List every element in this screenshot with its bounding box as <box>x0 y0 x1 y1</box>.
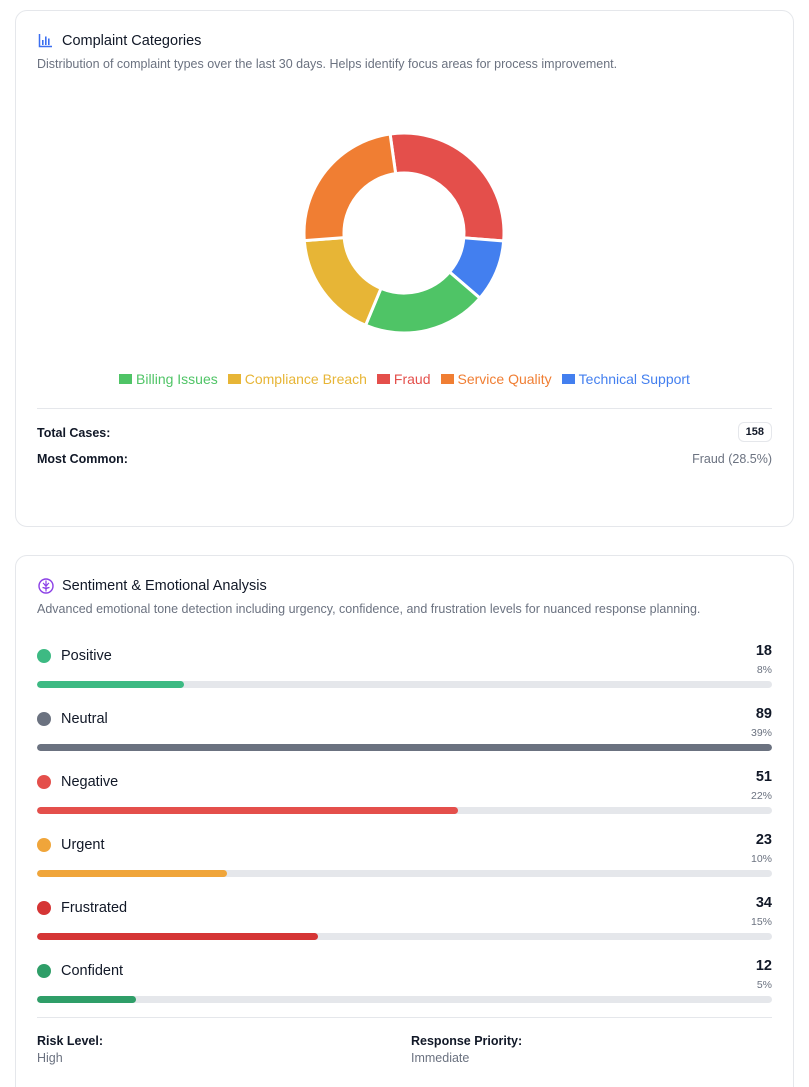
sentiment-dot <box>37 712 51 726</box>
complaint-donut-chart <box>299 128 509 338</box>
legend-label: Technical Support <box>578 371 690 387</box>
sentiment-count: 51 <box>755 769 772 785</box>
sentiment-divider <box>37 1017 772 1018</box>
most-common-label: Most Common: <box>37 452 128 466</box>
legend-swatch <box>119 374 133 384</box>
bar-chart-icon <box>37 32 54 49</box>
sentiment-progress-fill <box>37 933 318 940</box>
sentiment-dot <box>37 964 51 978</box>
response-priority-value: Immediate <box>411 1051 470 1065</box>
risk-level-value: High <box>37 1051 63 1065</box>
donut-slice-fraud[interactable] <box>388 131 506 243</box>
sentiment-percent: 8% <box>756 664 772 676</box>
sentiment-row-positive: Positive 18 8% <box>37 643 772 698</box>
brain-icon <box>37 577 54 594</box>
sentiment-percent: 39% <box>750 727 772 739</box>
sentiment-progress-track <box>37 681 772 688</box>
sentiment-progress-track <box>37 996 772 1003</box>
sentiment-progress-fill <box>37 681 184 688</box>
complaint-card-description: Distribution of complaint types over the… <box>37 57 618 71</box>
sentiment-card-description: Advanced emotional tone detection includ… <box>37 602 701 616</box>
sentiment-progress-fill <box>37 807 459 814</box>
sentiment-row-neutral: Neutral 89 39% <box>37 706 772 761</box>
total-cases-badge: 158 <box>737 422 772 442</box>
sentiment-percent: 15% <box>750 916 772 928</box>
sentiment-progress-fill <box>37 996 137 1003</box>
sentiment-label: Urgent <box>61 837 105 853</box>
legend-swatch <box>227 374 241 384</box>
sentiment-dot <box>37 901 51 915</box>
risk-level-label: Risk Level: <box>37 1034 104 1048</box>
sentiment-count: 12 <box>755 958 772 974</box>
sentiment-label: Frustrated <box>61 900 128 916</box>
sentiment-percent: 10% <box>750 853 772 865</box>
sentiment-progress-track <box>37 744 772 751</box>
sentiment-label: Positive <box>61 648 112 664</box>
complaint-categories-card: Complaint Categories Distribution of com… <box>15 10 794 527</box>
most-common-value: Fraud (28.5%) <box>692 452 772 466</box>
complaint-card-title: Complaint Categories <box>62 32 202 49</box>
sentiment-row-frustrated: Frustrated 34 15% <box>37 895 772 950</box>
legend-swatch <box>440 374 454 384</box>
sentiment-progress-fill <box>37 870 227 877</box>
legend-label: Service Quality <box>457 371 552 387</box>
sentiment-count: 23 <box>755 832 772 848</box>
sentiment-percent: 5% <box>756 979 772 991</box>
sentiment-card-title: Sentiment & Emotional Analysis <box>62 577 267 594</box>
response-priority-label: Response Priority: <box>411 1034 523 1048</box>
legend-swatch <box>376 374 390 384</box>
legend-item-service-quality[interactable]: Service Quality <box>440 371 552 387</box>
sentiment-row-negative: Negative 51 22% <box>37 769 772 824</box>
sentiment-row-urgent: Urgent 23 10% <box>37 832 772 887</box>
sentiment-dot <box>37 775 51 789</box>
legend-item-fraud[interactable]: Fraud <box>376 371 431 387</box>
donut-slice-compliance-breach[interactable] <box>302 235 383 328</box>
sentiment-analysis-card: Sentiment & Emotional Analysis Advanced … <box>15 555 794 1087</box>
sentiment-progress-track <box>37 807 772 814</box>
sentiment-progress-track <box>37 870 772 877</box>
sentiment-count: 34 <box>755 895 772 911</box>
legend-label: Billing Issues <box>136 371 218 387</box>
legend-item-technical-support[interactable]: Technical Support <box>561 371 690 387</box>
sentiment-dot <box>37 838 51 852</box>
sentiment-row-confident: Confident 12 5% <box>37 958 772 1013</box>
complaint-card-header: Complaint Categories <box>37 32 201 49</box>
stats-divider <box>37 408 772 409</box>
sentiment-card-header: Sentiment & Emotional Analysis <box>37 577 267 594</box>
chart-legend: Billing Issues Compliance Breach Fraud Serv… <box>16 371 793 387</box>
donut-slice-service-quality[interactable] <box>302 132 398 243</box>
legend-swatch <box>561 374 575 384</box>
legend-label: Compliance Breach <box>244 371 367 387</box>
sentiment-progress-fill <box>37 744 772 751</box>
sentiment-percent: 22% <box>750 790 772 802</box>
sentiment-label: Confident <box>61 963 124 979</box>
sentiment-dot <box>37 649 51 663</box>
legend-item-compliance-breach[interactable]: Compliance Breach <box>227 371 367 387</box>
sentiment-label: Neutral <box>61 711 108 727</box>
total-cases-label: Total Cases: <box>37 426 111 440</box>
sentiment-count: 89 <box>755 706 772 722</box>
legend-item-billing-issues[interactable]: Billing Issues <box>119 371 218 387</box>
sentiment-count: 18 <box>755 643 772 659</box>
sentiment-label: Negative <box>61 774 119 790</box>
legend-label: Fraud <box>393 371 431 387</box>
sentiment-progress-track <box>37 933 772 940</box>
